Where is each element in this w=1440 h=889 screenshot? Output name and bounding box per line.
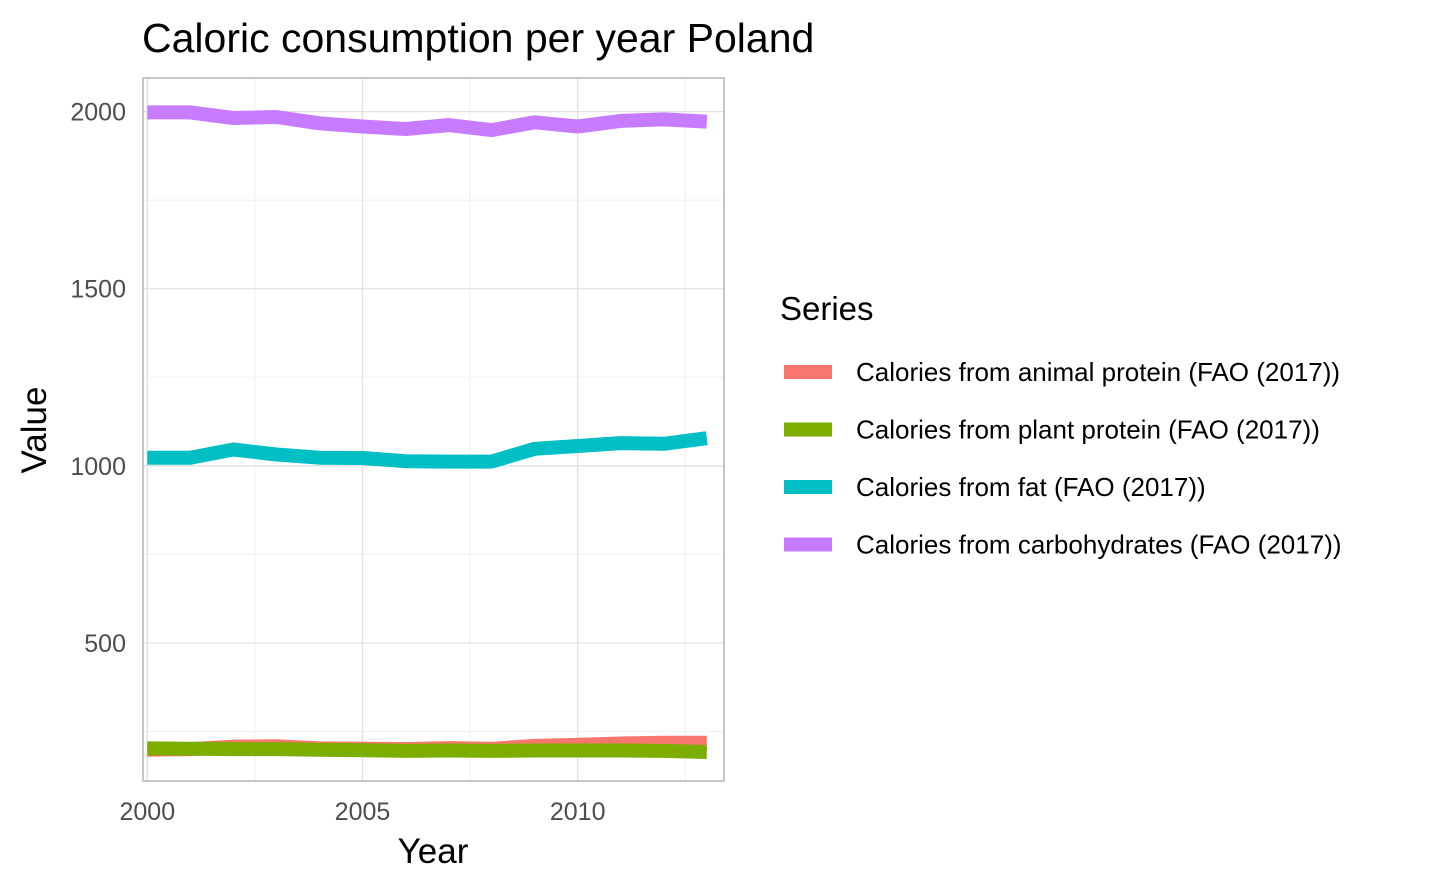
legend-item: Calories from plant protein (FAO (2017)) xyxy=(784,415,1320,445)
y-tick-label: 1500 xyxy=(70,276,126,304)
legend-swatch xyxy=(784,480,832,494)
y-axis-title: Value xyxy=(15,387,54,474)
series-line-2 xyxy=(147,741,707,759)
series-line-4 xyxy=(147,105,708,138)
y-tick-label: 2000 xyxy=(70,99,126,127)
legend-title: Series xyxy=(780,290,874,327)
x-tick-label: 2000 xyxy=(119,798,175,826)
legend: Series Calories from animal protein (FAO… xyxy=(780,290,1342,560)
legend-items: Calories from animal protein (FAO (2017)… xyxy=(784,357,1342,560)
x-tick-label: 2005 xyxy=(335,798,391,826)
legend-item: Calories from carbohydrates (FAO (2017)) xyxy=(784,530,1342,560)
y-tick-label: 1000 xyxy=(70,453,126,481)
legend-label: Calories from fat (FAO (2017)) xyxy=(856,472,1206,502)
legend-swatch xyxy=(784,365,832,379)
x-axis-title: Year xyxy=(398,832,469,871)
series-line-3 xyxy=(147,431,708,469)
legend-label: Calories from plant protein (FAO (2017)) xyxy=(856,415,1320,445)
legend-item: Calories from fat (FAO (2017)) xyxy=(784,472,1206,502)
legend-label: Calories from carbohydrates (FAO (2017)) xyxy=(856,530,1342,560)
legend-item: Calories from animal protein (FAO (2017)… xyxy=(784,357,1340,387)
y-tick-label: 500 xyxy=(84,630,126,658)
x-tick-label: 2010 xyxy=(550,798,606,826)
series-lines xyxy=(147,105,708,759)
y-axis-ticks: 500 1000 1500 2000 xyxy=(70,99,126,658)
plot-panel-border xyxy=(142,77,725,782)
legend-swatch xyxy=(784,422,832,437)
chart-title: Caloric consumption per year Poland xyxy=(142,15,814,61)
grid xyxy=(143,78,724,781)
legend-swatch xyxy=(784,537,832,552)
x-axis-ticks: 2000 2005 2010 xyxy=(119,798,605,826)
legend-label: Calories from animal protein (FAO (2017)… xyxy=(856,357,1340,387)
